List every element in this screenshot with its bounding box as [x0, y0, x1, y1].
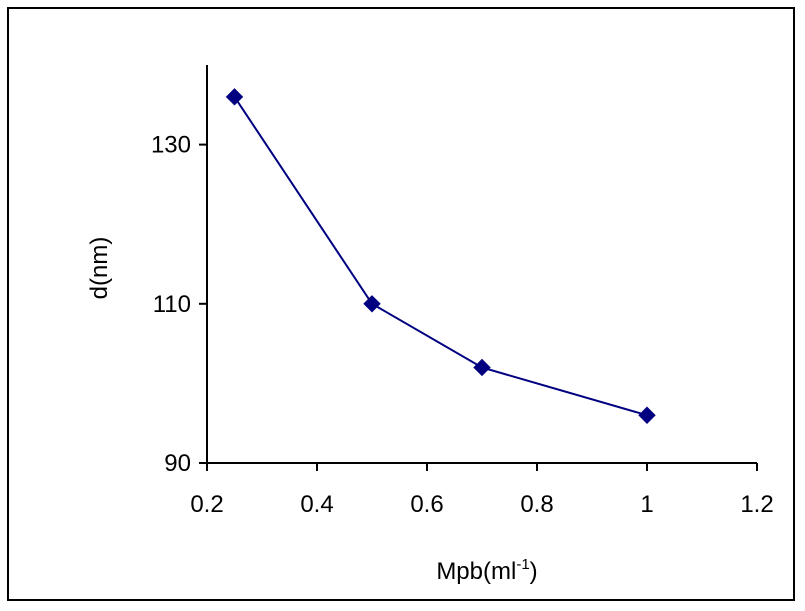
data-point-marker: [638, 406, 656, 424]
y-tick-label: 110: [153, 291, 191, 318]
data-point-marker: [473, 358, 491, 377]
axes: [206, 65, 757, 464]
x-tick-label: 0.4: [300, 491, 333, 518]
data-point-marker: [225, 88, 244, 106]
y-axis-label: d(nm): [86, 237, 113, 300]
y-tick-label: 90: [164, 450, 191, 477]
x-tick-label: 0.6: [410, 491, 443, 518]
x-axis-label-close: ): [530, 558, 538, 585]
y-ticks: 90 110 130: [151, 132, 207, 477]
x-tick-label: 1.2: [740, 491, 773, 518]
x-axis-label-superscript: -1: [516, 556, 529, 573]
series-line: [233, 96, 648, 417]
x-tick-label: 1: [640, 491, 653, 518]
chart-frame: 0.2 0.4 0.6 0.8 1 1.2 90 110 130 d(nm) Mpb(ml-1…: [7, 7, 795, 601]
x-tick-label: 0.8: [520, 491, 553, 518]
y-tick-label: 130: [151, 132, 191, 159]
x-axis-label-main: Mpb(ml: [436, 558, 516, 585]
x-tick-label: 0.2: [190, 491, 223, 518]
data-point-marker: [363, 295, 381, 313]
line-chart: 0.2 0.4 0.6 0.8 1 1.2 90 110 130 d(nm) Mpb(ml-1…: [86, 65, 774, 585]
series-layer: [225, 88, 656, 424]
x-axis-label: Mpb(ml-1): [436, 556, 537, 585]
x-ticks: 0.2 0.4 0.6 0.8 1 1.2: [190, 463, 774, 518]
